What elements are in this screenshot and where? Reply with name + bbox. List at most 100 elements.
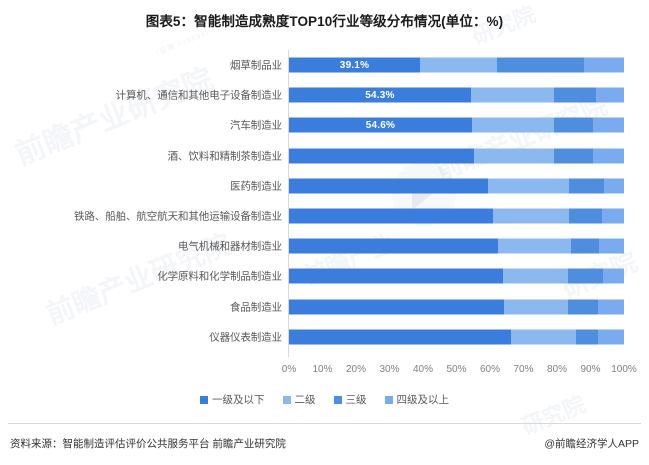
bar-segment[interactable]: 54.6% [289, 117, 472, 133]
x-axis-tick: 70% [513, 364, 534, 375]
stacked-bar[interactable] [289, 208, 624, 224]
x-axis-tick: 10% [312, 364, 333, 375]
bar-value-label: 54.3% [365, 89, 395, 101]
bar-segment[interactable] [569, 178, 604, 194]
bar-segment[interactable] [597, 299, 624, 315]
bar-segment[interactable] [602, 268, 624, 284]
chart-title: 图表5：智能制造成熟度TOP10行业等级分布情况(单位：%) [145, 14, 504, 29]
bar-segment[interactable] [504, 299, 569, 315]
chart-row: 烟草制品业 39.1% [0, 50, 649, 80]
stacked-bar[interactable] [289, 299, 624, 315]
bar-segment[interactable] [289, 178, 488, 194]
category-label: 汽车制造业 [230, 119, 282, 132]
legend-swatch-icon [282, 395, 291, 404]
x-axis-tick: 100% [611, 364, 637, 375]
bar-segment[interactable]: 54.3% [289, 87, 471, 103]
x-axis-tick: 40% [412, 364, 434, 375]
bar-segment[interactable] [289, 299, 505, 315]
bar-segment[interactable] [584, 57, 624, 73]
bar-segment[interactable] [553, 148, 593, 164]
bar-segment[interactable] [576, 329, 598, 345]
bar-segment[interactable] [289, 208, 493, 224]
legend-label: 三级 [345, 394, 367, 406]
stacked-bar[interactable]: 39.1% [289, 57, 624, 73]
stacked-bar[interactable] [289, 148, 624, 164]
chart-plot-area: 烟草制品业 39.1% 计算机、通信和其他电子设备制造业 54.3% 汽车制造业 54.6… [0, 50, 649, 362]
legend-swatch-icon [384, 395, 393, 404]
category-label: 计算机、通信和其他电子设备制造业 [115, 89, 283, 102]
bar-segment[interactable] [598, 238, 624, 254]
bar-segment[interactable] [498, 238, 572, 254]
legend-item[interactable]: 四级及以上 [384, 392, 450, 407]
source-text: 资料来源：智能制造评估评价公共服务平台 前瞻产业研究院 [10, 438, 286, 450]
bar-segment[interactable] [470, 87, 554, 103]
legend-item[interactable]: 二级 [282, 392, 316, 407]
bar-segment[interactable] [473, 148, 554, 164]
stacked-bar[interactable] [289, 178, 624, 194]
category-label: 电气机械和器材制造业 [178, 240, 282, 253]
bar-segment[interactable] [592, 148, 624, 164]
bar-segment[interactable] [511, 329, 577, 345]
category-label: 酒、饮料和精制茶制造业 [167, 150, 283, 163]
x-axis-tick: 50% [446, 364, 467, 375]
category-label: 铁路、船舶、航空航天和其他运输设备制造业 [74, 210, 282, 223]
bar-segment[interactable] [568, 268, 603, 284]
y-axis-line [288, 50, 289, 357]
chart-row: 医药制造业 [0, 171, 649, 201]
bar-segment[interactable] [569, 208, 602, 224]
chart-row: 酒、饮料和精制茶制造业 [0, 141, 649, 171]
legend-label: 二级 [294, 394, 316, 406]
bar-segment[interactable] [493, 208, 570, 224]
chart-row: 计算机、通信和其他电子设备制造业 54.3% [0, 80, 649, 110]
chart-legend: 一级及以下 二级 三级 四级及以上 [0, 392, 649, 407]
bar-segment[interactable] [603, 178, 624, 194]
bar-segment[interactable] [568, 299, 598, 315]
chart-row: 食品制造业 [0, 292, 649, 322]
bar-segment[interactable] [571, 238, 599, 254]
x-axis: 0% 10% 20% 30% 40% 50% 60% 70% 80% 90% 100% [0, 364, 649, 382]
bar-segment[interactable] [601, 208, 624, 224]
bar-segment[interactable] [553, 87, 596, 103]
chart-row: 电气机械和器材制造业 [0, 231, 649, 261]
bar-segment[interactable] [503, 268, 569, 284]
bar-segment[interactable] [597, 329, 624, 345]
bar-segment[interactable] [592, 117, 624, 133]
bar-segment[interactable] [497, 57, 585, 73]
stacked-bar[interactable]: 54.6% [289, 117, 624, 133]
bar-segment[interactable]: 39.1% [289, 57, 420, 73]
x-axis-tick: 30% [379, 364, 400, 375]
x-axis-tick: 90% [580, 364, 601, 375]
bar-segment[interactable] [289, 148, 474, 164]
footer-divider [8, 423, 641, 424]
chart-row: 化学原料和化学制品制造业 [0, 261, 649, 291]
bar-segment[interactable] [595, 87, 624, 103]
bar-segment[interactable] [553, 117, 593, 133]
legend-label: 一级及以下 [212, 394, 265, 406]
category-label: 医药制造业 [230, 180, 282, 193]
bar-value-label: 54.6% [365, 119, 396, 131]
category-label: 食品制造业 [230, 301, 282, 314]
bar-segment[interactable] [289, 268, 504, 284]
x-axis-tick: 0% [281, 364, 297, 375]
legend-item[interactable]: 三级 [333, 392, 367, 407]
stacked-bar[interactable] [289, 268, 624, 284]
chart-row: 铁路、船舶、航空航天和其他运输设备制造业 [0, 201, 649, 231]
bar-value-label: 39.1% [339, 59, 370, 71]
legend-item[interactable]: 一级及以下 [200, 392, 265, 407]
bar-segment[interactable] [471, 117, 554, 133]
legend-label: 四级及以上 [396, 394, 450, 406]
bar-segment[interactable] [289, 238, 499, 254]
x-axis-tick: 60% [479, 364, 501, 375]
stacked-bar[interactable] [289, 329, 624, 345]
stacked-bar[interactable] [289, 238, 624, 254]
stacked-bar[interactable]: 54.3% [289, 87, 624, 103]
category-label: 仪器仪表制造业 [209, 331, 282, 344]
legend-swatch-icon [333, 395, 342, 404]
bar-segment[interactable] [419, 57, 498, 73]
category-label: 烟草制品业 [230, 59, 282, 72]
brand-text: @前瞻经济学人APP [544, 438, 639, 450]
x-axis-tick: 80% [546, 364, 568, 375]
bar-segment[interactable] [289, 329, 512, 345]
x-axis-tick: 20% [345, 364, 367, 375]
bar-segment[interactable] [487, 178, 570, 194]
